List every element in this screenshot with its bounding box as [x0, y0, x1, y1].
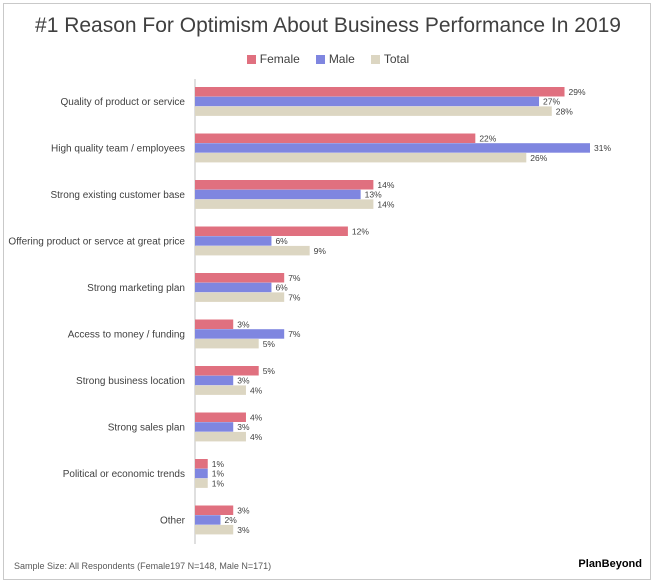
legend-swatch-female — [246, 54, 256, 64]
bar-total-political-or-economic-trends — [195, 478, 208, 488]
data-label-total-quality-of-product-or-service: 28% — [556, 106, 573, 116]
bar-male-high-quality-team-employees — [195, 143, 590, 153]
data-label-total-access-to-money-funding: 5% — [263, 339, 276, 349]
category-label-other: Other — [160, 515, 186, 526]
bar-female-political-or-economic-trends — [195, 459, 208, 469]
bar-total-quality-of-product-or-service — [195, 106, 552, 116]
category-label-high-quality-team-employees: High quality team / employees — [51, 143, 185, 154]
category-label-strong-marketing-plan: Strong marketing plan — [87, 283, 185, 294]
chart-title: #1 Reason For Optimism About Business Pe… — [35, 14, 621, 37]
legend-item-male: Male — [315, 52, 355, 66]
bar-female-strong-sales-plan — [195, 412, 246, 422]
bar-total-high-quality-team-employees — [195, 152, 527, 163]
brand-logo: PlanBeyond — [578, 558, 642, 570]
data-label-total-other: 3% — [237, 525, 250, 535]
data-label-male-strong-marketing-plan: 6% — [275, 283, 288, 293]
data-label-female-access-to-money-funding: 3% — [237, 320, 250, 330]
legend-item-total: Total — [370, 52, 410, 66]
footnote: Sample Size: All Respondents (Female197 … — [14, 561, 272, 571]
bar-male-offering-product-or-servce-at-great-price — [195, 236, 272, 246]
bar-male-strong-existing-customer-base — [195, 189, 361, 200]
legend-label-female: Female — [259, 52, 300, 66]
bar-total-strong-existing-customer-base — [195, 199, 374, 209]
bar-male-strong-business-location — [195, 375, 234, 386]
data-label-male-strong-sales-plan: 3% — [237, 422, 250, 432]
data-label-female-quality-of-product-or-service: 29% — [569, 87, 586, 97]
data-label-female-strong-marketing-plan: 7% — [288, 273, 301, 283]
category-label-strong-sales-plan: Strong sales plan — [108, 422, 185, 433]
bar-total-strong-marketing-plan — [195, 292, 285, 302]
data-label-total-political-or-economic-trends: 1% — [212, 478, 225, 488]
data-label-total-high-quality-team-employees: 26% — [530, 153, 547, 163]
legend-swatch-total — [370, 54, 380, 64]
category-label-access-to-money-funding: Access to money / funding — [68, 329, 185, 340]
bar-total-strong-sales-plan — [195, 431, 246, 442]
category-label-offering-product-or-servce-at-great-price: Offering product or servce at great pric… — [8, 236, 185, 247]
bar-female-quality-of-product-or-service — [195, 87, 565, 97]
data-label-male-strong-existing-customer-base: 13% — [365, 190, 382, 200]
bar-female-strong-existing-customer-base — [195, 180, 374, 190]
data-label-male-quality-of-product-or-service: 27% — [543, 97, 560, 107]
bar-male-other — [195, 515, 221, 525]
category-label-strong-business-location: Strong business location — [76, 376, 185, 387]
bar-total-strong-business-location — [195, 385, 246, 395]
data-label-total-strong-sales-plan: 4% — [250, 432, 263, 442]
bar-total-other — [195, 524, 234, 535]
data-label-female-high-quality-team-employees: 22% — [479, 134, 496, 144]
data-label-female-political-or-economic-trends: 1% — [212, 459, 225, 469]
category-label-quality-of-product-or-service: Quality of product or service — [61, 97, 186, 108]
bar-female-other — [195, 505, 234, 515]
bar-female-high-quality-team-employees — [195, 133, 476, 143]
legend: Female Male Total — [0, 52, 656, 66]
legend-item-female: Female — [246, 52, 300, 66]
bar-male-quality-of-product-or-service — [195, 96, 540, 107]
data-label-male-other: 2% — [224, 515, 237, 525]
data-label-total-strong-business-location: 4% — [250, 385, 263, 395]
data-label-male-political-or-economic-trends: 1% — [212, 469, 225, 479]
data-label-total-offering-product-or-servce-at-great-price: 9% — [314, 246, 327, 256]
data-label-female-strong-sales-plan: 4% — [250, 413, 263, 423]
category-label-strong-existing-customer-base: Strong existing customer base — [50, 190, 185, 201]
data-label-male-high-quality-team-employees: 31% — [594, 143, 611, 153]
data-label-female-other: 3% — [237, 506, 250, 516]
legend-label-male: Male — [328, 52, 355, 66]
bar-male-strong-sales-plan — [195, 422, 234, 432]
bar-female-offering-product-or-servce-at-great-price — [195, 226, 348, 236]
category-label-political-or-economic-trends: Political or economic trends — [63, 469, 185, 480]
bar-female-access-to-money-funding — [195, 319, 234, 329]
data-label-female-strong-business-location: 5% — [263, 366, 276, 376]
data-label-male-strong-business-location: 3% — [237, 376, 250, 386]
legend-label-total: Total — [383, 52, 410, 66]
data-label-total-strong-existing-customer-base: 14% — [377, 199, 394, 209]
bar-male-political-or-economic-trends — [195, 468, 208, 479]
bar-total-offering-product-or-servce-at-great-price — [195, 245, 310, 256]
data-label-male-offering-product-or-servce-at-great-price: 6% — [275, 236, 288, 246]
data-label-female-strong-existing-customer-base: 14% — [377, 180, 394, 190]
bar-male-access-to-money-funding — [195, 329, 285, 339]
bar-male-strong-marketing-plan — [195, 282, 272, 293]
data-label-male-access-to-money-funding: 7% — [288, 329, 301, 339]
data-label-female-offering-product-or-servce-at-great-price: 12% — [352, 227, 369, 237]
bar-total-access-to-money-funding — [195, 338, 259, 349]
legend-swatch-male — [315, 54, 325, 64]
bar-female-strong-marketing-plan — [195, 273, 285, 283]
data-label-total-strong-marketing-plan: 7% — [288, 292, 301, 302]
chart-frame — [3, 3, 651, 580]
bar-female-strong-business-location — [195, 366, 259, 376]
